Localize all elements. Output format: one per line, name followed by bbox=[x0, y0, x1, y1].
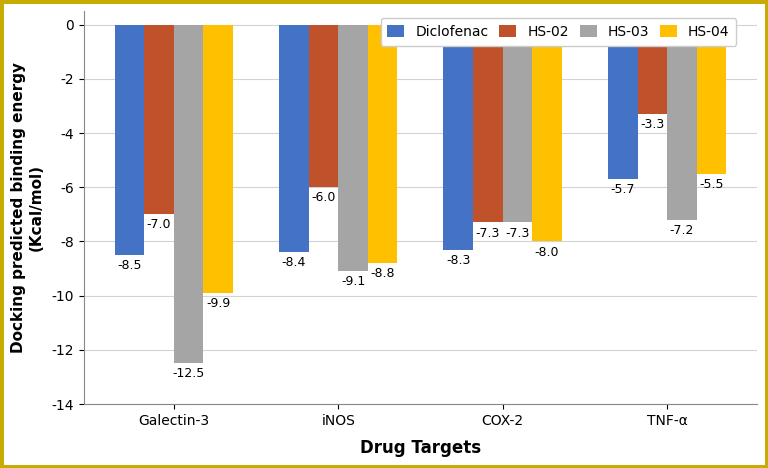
Bar bbox=[114, 25, 144, 255]
Text: -9.1: -9.1 bbox=[341, 275, 366, 288]
Bar bbox=[204, 25, 233, 293]
Text: -5.7: -5.7 bbox=[611, 183, 635, 196]
Text: -7.3: -7.3 bbox=[475, 227, 500, 240]
Text: -8.3: -8.3 bbox=[446, 254, 471, 267]
Y-axis label: Docking predicted binding energy
(Kcal/mol): Docking predicted binding energy (Kcal/m… bbox=[11, 62, 44, 353]
Bar bbox=[368, 25, 398, 263]
Bar bbox=[637, 25, 667, 114]
Bar bbox=[532, 25, 562, 241]
X-axis label: Drug Targets: Drug Targets bbox=[360, 439, 481, 457]
Text: -5.5: -5.5 bbox=[699, 178, 723, 191]
Text: -8.0: -8.0 bbox=[535, 246, 559, 258]
Bar bbox=[667, 25, 697, 220]
Text: -12.5: -12.5 bbox=[173, 367, 205, 380]
Text: -8.5: -8.5 bbox=[118, 259, 142, 272]
Bar bbox=[144, 25, 174, 214]
Text: -9.9: -9.9 bbox=[206, 297, 230, 310]
Bar bbox=[608, 25, 637, 179]
Text: -7.3: -7.3 bbox=[505, 227, 530, 240]
Legend: Diclofenac, HS-02, HS-03, HS-04: Diclofenac, HS-02, HS-03, HS-04 bbox=[380, 18, 737, 46]
Bar bbox=[443, 25, 473, 249]
Bar bbox=[697, 25, 727, 174]
Bar bbox=[338, 25, 368, 271]
Bar bbox=[279, 25, 309, 252]
Text: -7.2: -7.2 bbox=[670, 224, 694, 237]
Bar bbox=[174, 25, 204, 364]
Bar bbox=[309, 25, 338, 187]
Bar bbox=[473, 25, 503, 222]
Text: -3.3: -3.3 bbox=[641, 118, 664, 131]
Text: -6.0: -6.0 bbox=[311, 191, 336, 205]
Bar bbox=[503, 25, 532, 222]
Text: -8.4: -8.4 bbox=[282, 256, 306, 270]
Text: -8.8: -8.8 bbox=[370, 267, 395, 280]
Text: -7.0: -7.0 bbox=[147, 219, 171, 231]
